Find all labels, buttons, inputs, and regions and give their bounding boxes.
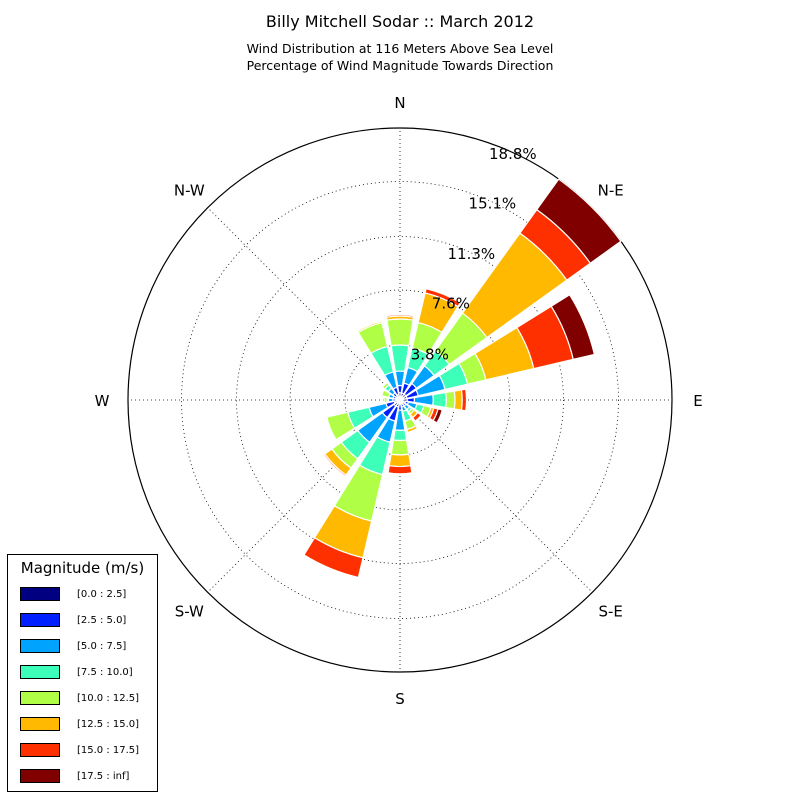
wind-bar-segment bbox=[303, 536, 364, 579]
grid-circle bbox=[289, 289, 511, 511]
grid-spoke bbox=[399, 399, 593, 593]
direction-label: N-W bbox=[174, 181, 205, 199]
legend-swatch bbox=[20, 639, 60, 653]
wind-bar-segment bbox=[388, 453, 412, 468]
wind-bar-segment bbox=[385, 314, 415, 318]
legend-label: [15.0 : 17.5] bbox=[77, 745, 140, 756]
legend-label: [17.5 : inf] bbox=[77, 771, 130, 782]
wind-bar-segment bbox=[432, 408, 443, 424]
legend-label: [10.0 : 12.5] bbox=[77, 693, 140, 704]
legend-swatch bbox=[20, 691, 60, 705]
legend: Magnitude (m/s) [0.0 : 2.5] [2.5 : 5.0] [5… bbox=[7, 554, 158, 792]
legend-swatch bbox=[20, 665, 60, 679]
grid-circle bbox=[181, 181, 619, 619]
direction-label: E bbox=[693, 392, 702, 410]
radial-tick-label: 11.3% bbox=[448, 245, 496, 263]
wind-bar-segment bbox=[424, 287, 462, 308]
radial-tick-label: 7.6% bbox=[432, 295, 470, 313]
wind-bar-segment bbox=[411, 411, 422, 422]
grid-circle bbox=[236, 236, 564, 564]
grid-spoke bbox=[207, 399, 401, 593]
wind-bar-segment bbox=[390, 439, 410, 456]
wind-bar-segment bbox=[535, 178, 622, 265]
wind-bar-segment bbox=[387, 464, 413, 475]
wind-bar-segment bbox=[386, 318, 414, 347]
radial-tick-label: 18.8% bbox=[489, 145, 537, 163]
legend-swatch bbox=[20, 613, 60, 627]
legend-swatch bbox=[20, 717, 60, 731]
legend-swatch bbox=[20, 587, 60, 601]
wind-bar-segment bbox=[356, 320, 383, 334]
wind-bar-segment bbox=[550, 293, 596, 361]
wind-bar-segment bbox=[322, 453, 347, 478]
wind-bar-segment bbox=[432, 391, 447, 409]
direction-label: N-E bbox=[598, 181, 624, 199]
direction-label: S-W bbox=[175, 603, 204, 621]
wind-bar-segment bbox=[453, 389, 463, 411]
wind-bar-segment bbox=[445, 390, 456, 410]
wind-bar-segment bbox=[406, 424, 419, 434]
legend-title: Magnitude (m/s) bbox=[20, 559, 145, 577]
chart-subtitle-line-2: Percentage of Wind Magnitude Towards Dir… bbox=[246, 58, 554, 73]
grid-spoke bbox=[207, 207, 401, 401]
wind-bars bbox=[303, 178, 622, 579]
wind-bar-segment bbox=[390, 344, 410, 373]
direction-label: N bbox=[394, 94, 405, 112]
legend-label: [12.5 : 15.0] bbox=[77, 719, 140, 730]
wind-bar-segment bbox=[383, 396, 388, 404]
direction-label: W bbox=[95, 392, 110, 410]
legend-swatch bbox=[20, 743, 60, 757]
chart-subtitle-line-1: Wind Distribution at 116 Meters Above Se… bbox=[246, 41, 554, 56]
wind-bar-segment bbox=[326, 411, 356, 441]
legend-label: [7.5 : 10.0] bbox=[77, 667, 133, 678]
radial-tick-label: 3.8% bbox=[411, 345, 449, 363]
outer-circle bbox=[127, 127, 673, 673]
legend-label: [0.0 : 2.5] bbox=[77, 589, 127, 600]
axis-labels: 3.8% 7.6% 11.3% 15.1% 18.8% N N-E E S-E S S-W W N-W bbox=[95, 94, 703, 708]
legend-label: [2.5 : 5.0] bbox=[77, 615, 127, 626]
radial-tick-label: 15.1% bbox=[469, 194, 517, 212]
legend-swatch bbox=[20, 769, 60, 783]
wind-bar-segment bbox=[381, 381, 390, 390]
chart-title: Billy Mitchell Sodar :: March 2012 bbox=[265, 12, 535, 31]
wind-bar-segment bbox=[392, 429, 408, 442]
direction-label: S-E bbox=[599, 603, 623, 621]
legend-label: [5.0 : 7.5] bbox=[77, 641, 127, 652]
wind-bar-segment bbox=[380, 389, 391, 399]
wind-bar-segment bbox=[460, 388, 468, 412]
direction-label: S bbox=[395, 690, 405, 708]
